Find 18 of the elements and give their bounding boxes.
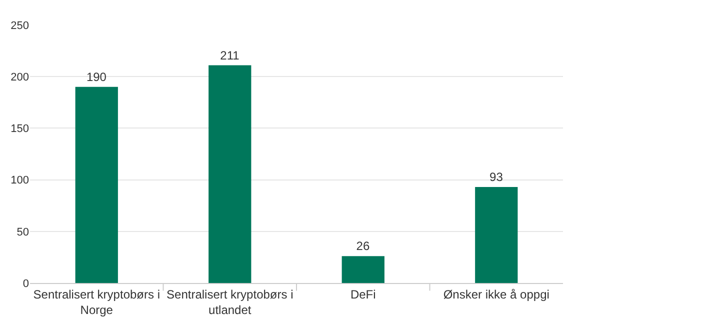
data-label: 26 xyxy=(356,239,370,254)
data-label: 190 xyxy=(86,70,107,84)
y-tick-label: 250 xyxy=(10,20,29,32)
x-tick-label: Ønsker ikke å oppgi xyxy=(443,287,550,302)
data-label: 93 xyxy=(490,170,504,184)
y-tick-label: 0 xyxy=(22,278,29,290)
y-tick-label: 100 xyxy=(10,174,29,187)
y-tick-label: 200 xyxy=(10,71,29,84)
bar xyxy=(342,256,384,283)
bar xyxy=(75,86,118,283)
x-tick-label: Sentralisert kryptobørs i Norge xyxy=(33,287,160,317)
bar xyxy=(475,187,518,283)
y-tick-label: 50 xyxy=(16,226,29,238)
y-tick-label: 150 xyxy=(10,123,29,136)
x-tick-label: Sentralisert kryptobørs i utlandet xyxy=(166,287,294,317)
x-tick-label: DeFi xyxy=(350,287,376,302)
bar xyxy=(208,65,252,283)
data-label: 211 xyxy=(220,48,240,62)
